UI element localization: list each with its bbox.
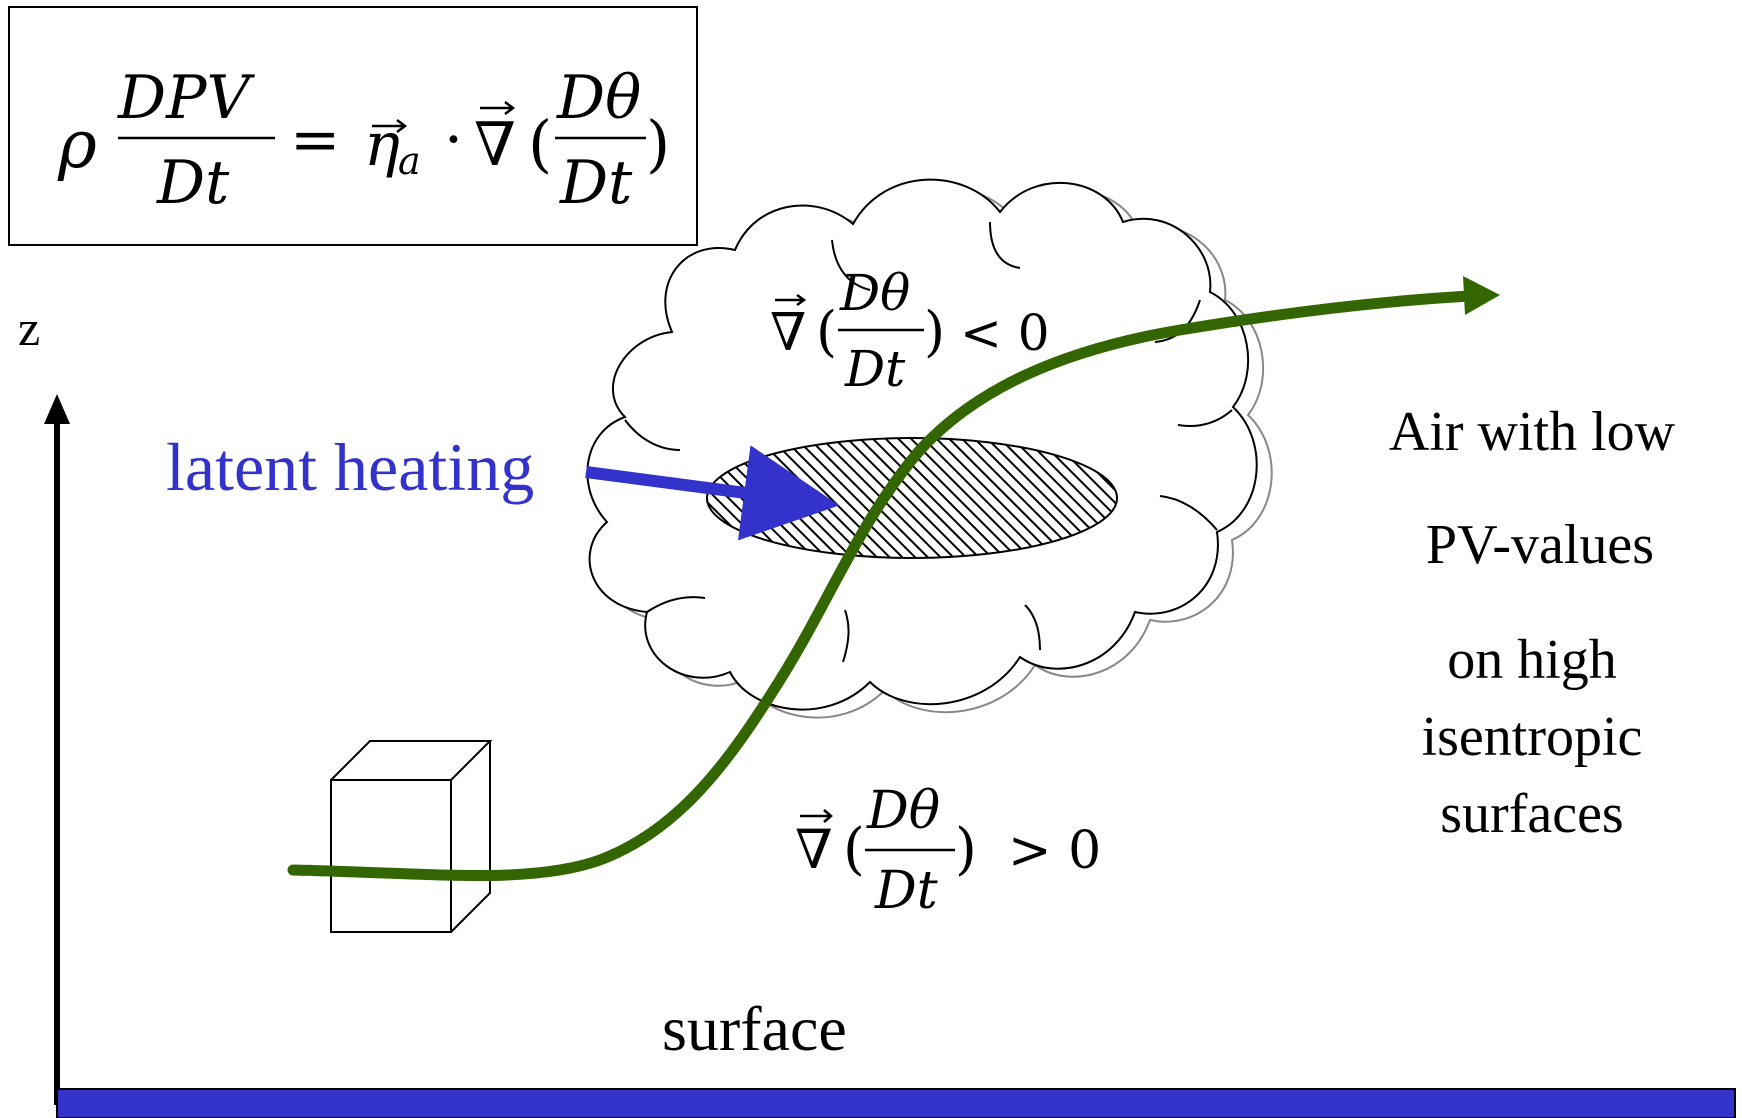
z-axis-arrowhead [44,394,70,424]
eq-paren-open: ( [528,107,552,180]
eq-lhs-numerator: DPV [117,63,255,133]
upper-nabla: ∇ [770,303,806,363]
lower-nabla-vector-arrow [800,809,833,823]
air-parcel-box [330,740,493,933]
eq-eta-subscript: a [398,139,421,183]
eq-equals: = [290,105,340,175]
right-text-line-4: isentropic [1422,706,1643,768]
eq-nabla: ∇ [474,110,516,180]
eq-paren-close: ) [646,107,670,180]
eq-rhs-denominator: Dt [559,148,633,218]
surface-label: surface [662,993,847,1064]
latent-heating-arrow [585,445,840,541]
lower-paren-open: ( [843,817,865,882]
eq-lhs-denominator: Dt [156,148,230,218]
lower-nabla: ∇ [795,818,833,881]
air-parcel-front [330,779,452,933]
latent-heating-label: latent heating [166,429,534,505]
right-text-line-2: PV-values [1426,514,1654,576]
trajectory-curve [287,290,1476,881]
right-text-line-1: Air with low [1389,401,1676,463]
lower-numerator: Dθ [866,781,940,841]
right-text-line-3: on high [1447,629,1617,691]
upper-numerator: Dθ [839,264,910,322]
pv-equation: ρ DPV Dt = η a · ∇ ( Dθ Dt ) [57,63,670,218]
eq-dot: · [444,105,463,175]
upper-nabla-vector-arrow [775,293,807,307]
lower-paren-close: ) [955,817,977,882]
upper-paren-close: ) [924,300,945,363]
trajectory-arrowhead [1463,276,1500,315]
equation-box [8,6,698,246]
eq-eta-vector-arrow [372,119,408,133]
ground-surface [56,1088,1736,1118]
air-parcel-top-side [330,740,493,933]
upper-denominator: Dt [844,340,906,398]
right-text-line-5: surfaces [1440,783,1623,845]
eq-rho: ρ [57,106,97,183]
lower-condition: ∇ ( Dθ Dt ) > 0 [795,781,1101,921]
lower-denominator: Dt [874,861,938,921]
eq-rhs-numerator: Dθ [556,63,641,133]
eq-nabla-vector-arrow [480,101,516,115]
z-axis-label: z [18,300,40,356]
upper-condition: ∇ ( Dθ Dt ) < 0 [770,264,1050,398]
lower-relation: > 0 [1008,821,1101,881]
upper-relation: < 0 [960,304,1050,362]
right-annotation: Air with low PV-values on high isentropi… [1389,401,1676,845]
eq-eta: η [364,110,400,180]
upper-paren-open: ( [816,300,837,363]
